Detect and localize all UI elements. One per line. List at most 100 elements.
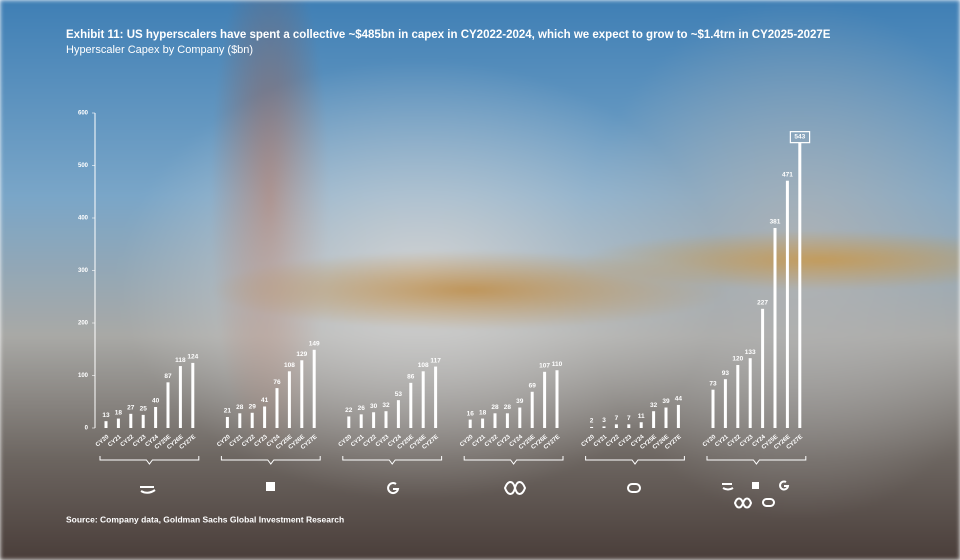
bar xyxy=(481,418,485,428)
bar xyxy=(773,227,777,428)
bar xyxy=(493,413,497,428)
group-bracket xyxy=(342,456,443,465)
bar xyxy=(116,418,120,428)
y-tick-label: 500 xyxy=(78,163,89,169)
value-label: 543 xyxy=(794,134,805,141)
value-label: 381 xyxy=(770,219,781,226)
value-label: 16 xyxy=(467,410,475,417)
value-label: 120 xyxy=(732,356,743,363)
group-bracket xyxy=(706,456,807,465)
bar xyxy=(518,407,522,428)
value-label: 110 xyxy=(552,361,563,368)
value-label: 32 xyxy=(382,402,390,409)
bar xyxy=(761,308,765,428)
bar xyxy=(798,142,802,429)
bar xyxy=(372,412,376,428)
bar xyxy=(312,349,316,428)
value-label: 7 xyxy=(627,415,631,422)
bar xyxy=(154,407,158,428)
bar xyxy=(639,422,643,428)
bar xyxy=(300,360,304,428)
value-label: 108 xyxy=(284,362,295,369)
bar xyxy=(384,411,388,428)
bar xyxy=(505,413,509,428)
value-label: 40 xyxy=(152,398,160,405)
bar xyxy=(748,358,752,428)
bar xyxy=(736,365,740,428)
y-tick-label: 0 xyxy=(85,426,89,432)
group-bracket xyxy=(585,456,685,465)
bar xyxy=(396,400,400,428)
value-label: 18 xyxy=(115,409,123,416)
bar xyxy=(191,362,195,428)
value-label: 124 xyxy=(187,354,198,361)
bar xyxy=(530,391,534,428)
value-label: 44 xyxy=(675,396,683,403)
group-bracket xyxy=(463,456,564,465)
value-label: 28 xyxy=(236,404,244,411)
value-label: 69 xyxy=(529,382,537,389)
bar xyxy=(627,424,631,428)
bar xyxy=(141,414,145,428)
chart-title: Exhibit 11: US hyperscalers have spent a… xyxy=(66,29,831,41)
y-tick-label: 200 xyxy=(78,321,89,327)
y-tick-label: 100 xyxy=(78,373,89,379)
bar xyxy=(178,366,182,428)
value-label: 27 xyxy=(127,405,135,412)
bar xyxy=(664,407,668,428)
value-label: 18 xyxy=(479,409,487,416)
value-label: 28 xyxy=(491,404,499,411)
bar xyxy=(543,371,547,428)
bar xyxy=(225,416,229,428)
value-label: 21 xyxy=(224,408,232,415)
value-label: 118 xyxy=(175,357,186,364)
bar xyxy=(287,371,291,428)
value-label: 30 xyxy=(370,403,378,410)
value-label: 26 xyxy=(358,405,366,412)
value-label: 2 xyxy=(590,418,594,425)
y-tick-label: 600 xyxy=(78,111,89,117)
value-label: 107 xyxy=(539,363,550,370)
value-label: 32 xyxy=(650,402,658,409)
value-label: 22 xyxy=(345,407,353,414)
value-label: 76 xyxy=(273,379,281,386)
value-label: 7 xyxy=(615,415,619,422)
bar xyxy=(263,406,267,428)
value-label: 108 xyxy=(418,362,429,369)
value-label: 39 xyxy=(662,398,670,405)
bar xyxy=(250,412,254,428)
bar xyxy=(275,388,279,428)
highlight-box xyxy=(789,131,811,144)
bar xyxy=(359,414,363,428)
value-label: 39 xyxy=(516,398,524,405)
value-label: 29 xyxy=(249,403,257,410)
chart-subtitle: Hyperscaler Capex by Company ($bn) xyxy=(66,44,253,56)
bar xyxy=(652,411,656,428)
value-label: 28 xyxy=(504,404,512,411)
value-label: 11 xyxy=(638,413,645,420)
value-label: 41 xyxy=(261,397,269,404)
value-label: 87 xyxy=(164,373,172,380)
value-label: 73 xyxy=(709,380,717,387)
value-label: 227 xyxy=(757,300,768,307)
value-label: 149 xyxy=(309,340,320,347)
y-tick-label: 300 xyxy=(78,268,89,274)
bar xyxy=(711,389,715,428)
value-label: 13 xyxy=(102,412,110,419)
bar xyxy=(434,366,438,428)
bar xyxy=(785,180,789,428)
bar xyxy=(723,379,727,428)
bar xyxy=(347,416,351,428)
source: Source: Company data, Goldman Sachs Glob… xyxy=(66,514,344,524)
bar xyxy=(104,421,108,428)
bar xyxy=(555,370,559,428)
value-label: 25 xyxy=(140,406,148,413)
y-tick-label: 400 xyxy=(78,216,89,222)
value-label: 129 xyxy=(296,351,307,358)
value-label: 133 xyxy=(745,349,756,356)
bar xyxy=(590,426,594,428)
bar xyxy=(468,419,472,428)
group-bracket xyxy=(220,456,321,465)
